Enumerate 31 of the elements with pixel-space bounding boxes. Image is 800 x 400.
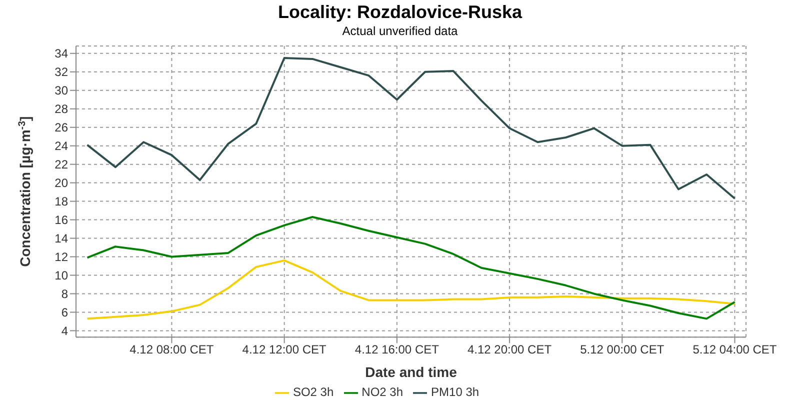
y-tick-label: 18 <box>54 194 68 209</box>
chart-subtitle: Actual unverified data <box>341 24 459 40</box>
y-tick-label: 6 <box>61 305 68 320</box>
legend-label: SO2 3h <box>292 385 334 400</box>
x-axis-title: Date and time <box>365 364 458 380</box>
y-tick-label: 24 <box>54 139 68 154</box>
x-tick-label: 4.12 08:00 CET <box>130 342 214 357</box>
y-tick-label: 10 <box>54 268 68 282</box>
legend-label: NO2 3h <box>362 385 404 400</box>
y-tick-label: 34 <box>54 46 68 61</box>
y-tick-label: 14 <box>54 232 68 246</box>
y-tick-label: 4 <box>61 324 68 338</box>
y-tick-label: 16 <box>54 213 68 228</box>
y-tick-label: 30 <box>54 84 68 98</box>
legend-label: PM10 3h <box>431 385 480 400</box>
y-tick-label: 22 <box>54 158 68 172</box>
y-tick-label: 8 <box>61 286 68 301</box>
line-series <box>86 259 736 320</box>
x-tick-label: 5.12 04:00 CET <box>692 342 778 357</box>
y-tick-label: 28 <box>54 102 68 116</box>
x-tick-label: 4.12 16:00 CET <box>354 342 440 357</box>
y-tick-label: 26 <box>54 120 68 135</box>
x-tick-label: 4.12 20:00 CET <box>468 342 552 357</box>
y-tick-label: 12 <box>54 250 68 264</box>
y-tick-label: 20 <box>54 176 68 190</box>
x-tick-label: 4.12 12:00 CET <box>242 342 328 357</box>
line-series <box>86 216 736 320</box>
chart-title: Locality: Rozdalovice-Ruska <box>276 1 524 24</box>
y-tick-label: 32 <box>54 65 68 80</box>
line-series <box>86 57 736 200</box>
x-tick-label: 5.12 00:00 CET <box>580 342 665 357</box>
